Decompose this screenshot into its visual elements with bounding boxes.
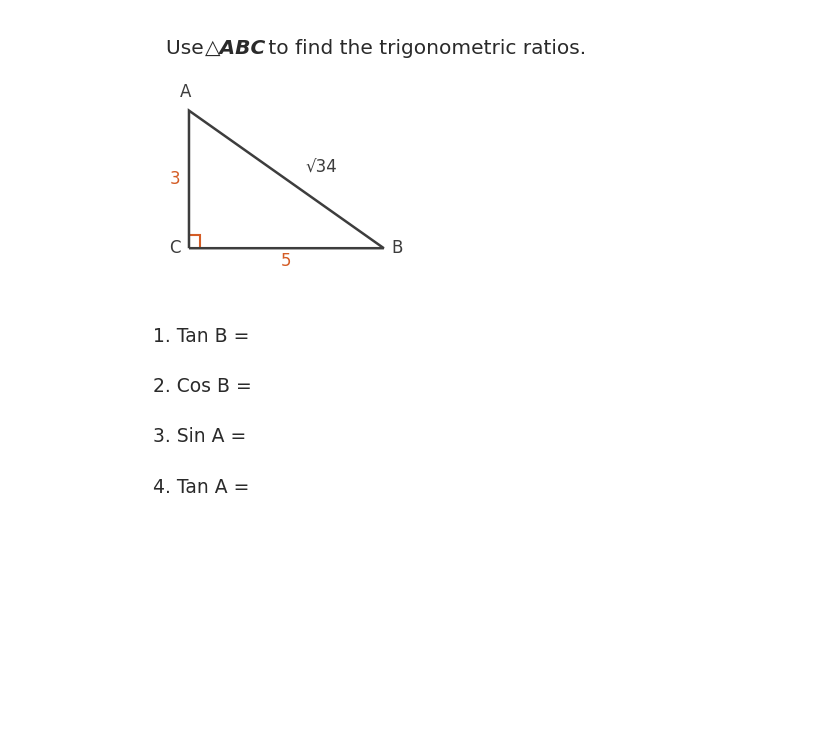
Text: 1. Tan B =: 1. Tan B =	[153, 327, 249, 346]
Text: △ABC: △ABC	[205, 38, 266, 58]
Text: √34: √34	[305, 159, 337, 177]
Text: 3: 3	[170, 171, 180, 188]
Text: B: B	[391, 239, 403, 257]
Text: C: C	[170, 239, 181, 257]
Text: 4. Tan A =: 4. Tan A =	[153, 477, 249, 497]
Text: Use: Use	[165, 38, 209, 58]
Text: A: A	[179, 83, 190, 101]
Text: 5: 5	[281, 252, 291, 270]
Text: 3. Sin A =: 3. Sin A =	[153, 427, 246, 446]
Text: to find the trigonometric ratios.: to find the trigonometric ratios.	[261, 38, 585, 58]
Text: 2. Cos B =: 2. Cos B =	[153, 377, 251, 396]
